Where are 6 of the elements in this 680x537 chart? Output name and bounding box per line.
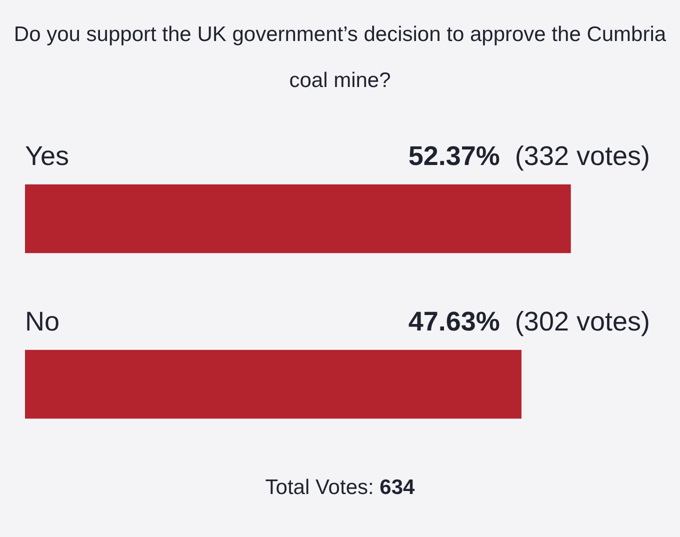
y-tick-label: Yes: [25, 140, 70, 171]
data-label: 47.63% (302 votes): [408, 306, 650, 336]
text: Total Votes: 634: [265, 476, 415, 499]
chart-title: Do you support the UK government’s decision to approve the Cumbria coal mine?: [12, 22, 668, 94]
y-tick-label: No: [25, 306, 60, 336]
data-label: 52.37% (332 votes): [408, 140, 650, 171]
